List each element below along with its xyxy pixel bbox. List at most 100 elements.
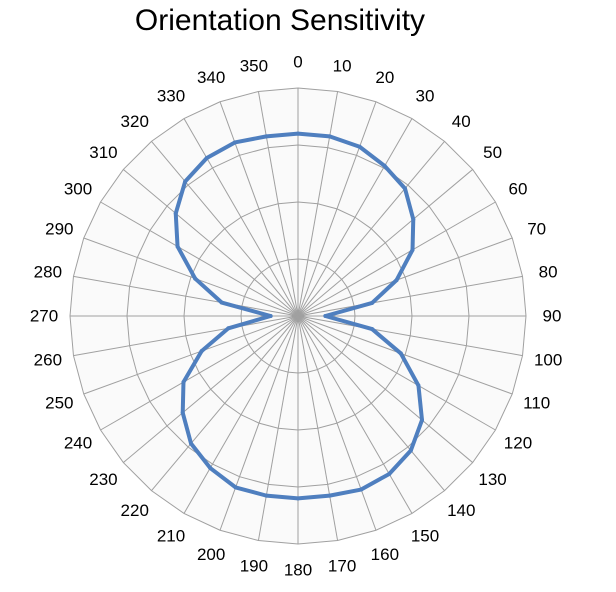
angle-tick-label: 180 <box>284 561 312 580</box>
grid-spoke <box>297 315 377 531</box>
data-point <box>181 380 186 385</box>
angle-tick-label: 220 <box>121 501 149 520</box>
angle-tick-label: 320 <box>121 112 149 131</box>
data-point <box>370 327 375 332</box>
grid-spoke <box>297 101 377 317</box>
data-point <box>327 493 332 498</box>
data-point <box>398 351 403 356</box>
data-point <box>411 217 416 222</box>
angle-tick-label: 250 <box>45 393 73 412</box>
grid-spoke <box>151 315 299 491</box>
grid-spoke <box>297 315 523 357</box>
data-point <box>387 471 392 476</box>
angle-tick-label: 200 <box>197 545 225 564</box>
data-point <box>410 247 415 252</box>
angle-tick-label: 120 <box>504 434 532 453</box>
data-point <box>199 349 204 354</box>
data-point <box>189 441 194 446</box>
angle-tick-label: 350 <box>240 56 268 75</box>
grid-spoke <box>297 141 445 317</box>
angle-tick-label: 80 <box>539 262 558 281</box>
data-point <box>268 314 273 318</box>
angle-tick-label: 90 <box>543 307 562 326</box>
data-point <box>232 140 237 145</box>
grid-spoke <box>297 315 445 491</box>
grid-spoke <box>297 315 413 514</box>
grid-spoke <box>297 237 513 317</box>
angle-tick-label: 20 <box>375 68 394 87</box>
data-point <box>402 186 407 191</box>
chart-title: Orientation Sensitivity <box>134 4 426 37</box>
data-point <box>296 496 300 501</box>
angle-tick-label: 0 <box>293 53 302 72</box>
angle-tick-label: 300 <box>64 180 92 199</box>
data-point <box>420 418 425 423</box>
data-point <box>327 134 332 139</box>
angle-tick-label: 230 <box>89 470 117 489</box>
data-point <box>416 383 421 388</box>
grid-spoke <box>297 315 513 395</box>
data-point <box>208 466 213 471</box>
grid-spoke <box>73 315 299 357</box>
grid-spoke <box>297 315 473 463</box>
angle-tick-label: 170 <box>328 557 356 576</box>
data-point <box>382 163 387 168</box>
data-point <box>193 276 198 281</box>
data-point <box>204 156 209 161</box>
grid-spoke <box>297 275 523 317</box>
grid-spoke <box>297 315 339 541</box>
data-point <box>394 278 399 283</box>
grid-spoke <box>123 169 299 317</box>
grid-spoke <box>219 315 299 531</box>
grid-spoke <box>257 315 299 541</box>
angle-tick-label: 40 <box>452 112 471 131</box>
angle-tick-label: 340 <box>197 68 225 87</box>
angle-tick-label: 210 <box>157 526 185 545</box>
angle-tick-label: 110 <box>523 393 550 412</box>
grid-spoke <box>297 169 473 317</box>
data-point <box>233 485 238 490</box>
angle-tick-label: 260 <box>34 351 62 370</box>
angle-tick-label: 270 <box>30 307 58 326</box>
data-point <box>175 244 180 249</box>
grid-spoke <box>100 315 299 431</box>
grid-spoke <box>297 118 413 317</box>
angle-tick-label: 160 <box>371 545 399 564</box>
data-point <box>264 134 269 139</box>
data-point <box>359 487 364 492</box>
grid-spoke <box>297 91 339 317</box>
data-point <box>180 410 185 415</box>
grid-spoke <box>219 101 299 317</box>
angle-tick-label: 70 <box>527 220 546 239</box>
grid-spoke <box>183 118 299 317</box>
angle-tick-label: 130 <box>478 470 506 489</box>
angle-tick-label: 190 <box>240 557 268 576</box>
angle-tick-label: 100 <box>534 351 562 370</box>
data-point <box>226 326 231 331</box>
grid-spoke <box>83 315 299 395</box>
grid-spoke <box>151 141 299 317</box>
data-point <box>264 493 269 498</box>
grid-spoke <box>123 315 299 463</box>
angle-tick-label: 60 <box>509 180 528 199</box>
grid-spoke <box>257 91 299 317</box>
data-point <box>370 300 375 305</box>
grid-spoke <box>73 275 299 317</box>
angle-tick-label: 50 <box>483 143 502 162</box>
grid-spoke <box>183 315 299 514</box>
angle-tick-label: 280 <box>34 262 62 281</box>
data-point <box>183 179 188 184</box>
data-point <box>296 131 300 136</box>
grid-spoke <box>297 201 496 317</box>
angle-tick-label: 140 <box>447 501 475 520</box>
angle-tick-label: 290 <box>45 220 73 239</box>
angle-tick-label: 10 <box>333 56 352 75</box>
angle-tick-label: 30 <box>416 87 435 106</box>
grid-spoke <box>297 315 496 431</box>
data-point <box>323 314 328 318</box>
data-point <box>173 211 178 216</box>
grid-spoke <box>83 237 299 317</box>
angle-tick-label: 310 <box>89 143 117 162</box>
